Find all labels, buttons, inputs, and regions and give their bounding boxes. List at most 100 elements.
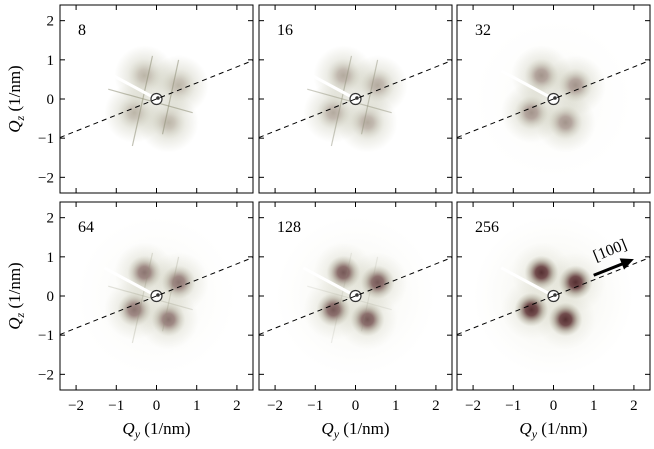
streak [360, 59, 379, 135]
x-tick-label: −2 [68, 398, 84, 414]
streak [330, 55, 353, 147]
peak [161, 265, 196, 300]
x-axis-title: Qy (1/nm) [519, 419, 587, 441]
panel-8 [59, 4, 254, 194]
peak [350, 302, 385, 337]
streak [108, 88, 193, 114]
y-axis-title: Qz (1/nm) [5, 262, 27, 329]
peak [558, 265, 593, 300]
beamstop-shadow [103, 266, 158, 298]
beamstop-center [355, 293, 359, 297]
peak [548, 105, 583, 140]
peak [161, 68, 196, 103]
peak [151, 302, 186, 337]
beamstop-shadow [500, 69, 555, 101]
panel-image [259, 5, 452, 193]
peak [326, 58, 361, 93]
y-tick-label: −2 [38, 367, 54, 383]
streak [307, 285, 392, 311]
panel-image [60, 202, 253, 390]
direction-line [457, 256, 650, 336]
peak [127, 58, 162, 93]
x-tick-label: −1 [505, 398, 521, 414]
beamstop-center [553, 96, 557, 100]
panels-layer [59, 4, 651, 391]
x-tick-label: 1 [392, 398, 400, 414]
panel-label: 128 [277, 219, 301, 236]
peak [514, 95, 549, 130]
streak [161, 256, 180, 332]
x-tick-label: −2 [465, 398, 481, 414]
streak [131, 252, 154, 344]
x-axis-title: Qy (1/nm) [321, 419, 389, 441]
panel-64 [59, 201, 254, 391]
y-axis-title: Qz (1/nm) [5, 65, 27, 132]
panel-image [259, 202, 452, 390]
x-tick-label: 2 [630, 398, 638, 414]
direction-line [60, 59, 253, 139]
x-tick-label: −1 [108, 398, 124, 414]
y-tick-label: 0 [47, 92, 55, 108]
y-tick-label: 1 [47, 53, 55, 69]
x-tick-label: 1 [590, 398, 598, 414]
direction-line [457, 59, 650, 139]
direction-line [259, 59, 452, 139]
beamstop-center [156, 293, 160, 297]
y-tick-label: 0 [47, 289, 55, 305]
peak [350, 105, 385, 140]
streak [360, 256, 379, 332]
x-tick-label: 1 [193, 398, 201, 414]
peak [127, 255, 162, 290]
x-tick-label: 0 [550, 398, 558, 414]
panel-image [457, 5, 650, 193]
direction-line [259, 256, 452, 336]
streak [131, 55, 154, 147]
peak [151, 105, 186, 140]
x-tick-label: 2 [432, 398, 440, 414]
beamstop-center [355, 96, 359, 100]
direction-arrow-head [619, 258, 634, 270]
panel-label: 16 [277, 22, 293, 39]
y-tick-label: 1 [47, 250, 55, 266]
peak [326, 255, 361, 290]
panel-32 [456, 4, 651, 194]
x-tick-label: 0 [352, 398, 360, 414]
y-tick-label: −1 [38, 131, 54, 147]
x-tick-label: 0 [153, 398, 161, 414]
panel-image [457, 202, 650, 390]
streak [108, 285, 193, 311]
y-tick-label: −2 [38, 170, 54, 186]
beamstop-shadow [302, 266, 357, 298]
y-tick-label: 2 [47, 14, 55, 30]
panel-label: 32 [475, 22, 491, 39]
panel-16 [258, 4, 453, 194]
beamstop-shadow [500, 266, 555, 298]
peak [316, 95, 351, 130]
direction-line [60, 256, 253, 336]
x-axis-title: Qy (1/nm) [122, 419, 190, 441]
streak [330, 252, 353, 344]
panel-label: 8 [78, 22, 86, 39]
y-tick-label: 2 [47, 211, 55, 227]
peak [524, 58, 559, 93]
panel-label: 256 [475, 219, 499, 236]
peak [117, 95, 152, 130]
x-tick-label: −2 [267, 398, 283, 414]
beamstop-shadow [103, 69, 158, 101]
peak [548, 302, 583, 337]
panel-128 [258, 201, 453, 391]
x-tick-label: 2 [233, 398, 241, 414]
peak [514, 292, 549, 327]
streak [161, 59, 180, 135]
peak [360, 68, 395, 103]
peak [558, 68, 593, 103]
panel-256 [456, 201, 651, 391]
peak [524, 255, 559, 290]
peak [316, 292, 351, 327]
beamstop-center [156, 96, 160, 100]
beamstop-center [553, 293, 557, 297]
beamstop-shadow [302, 69, 357, 101]
x-tick-label: −1 [307, 398, 323, 414]
y-tick-label: −1 [38, 328, 54, 344]
